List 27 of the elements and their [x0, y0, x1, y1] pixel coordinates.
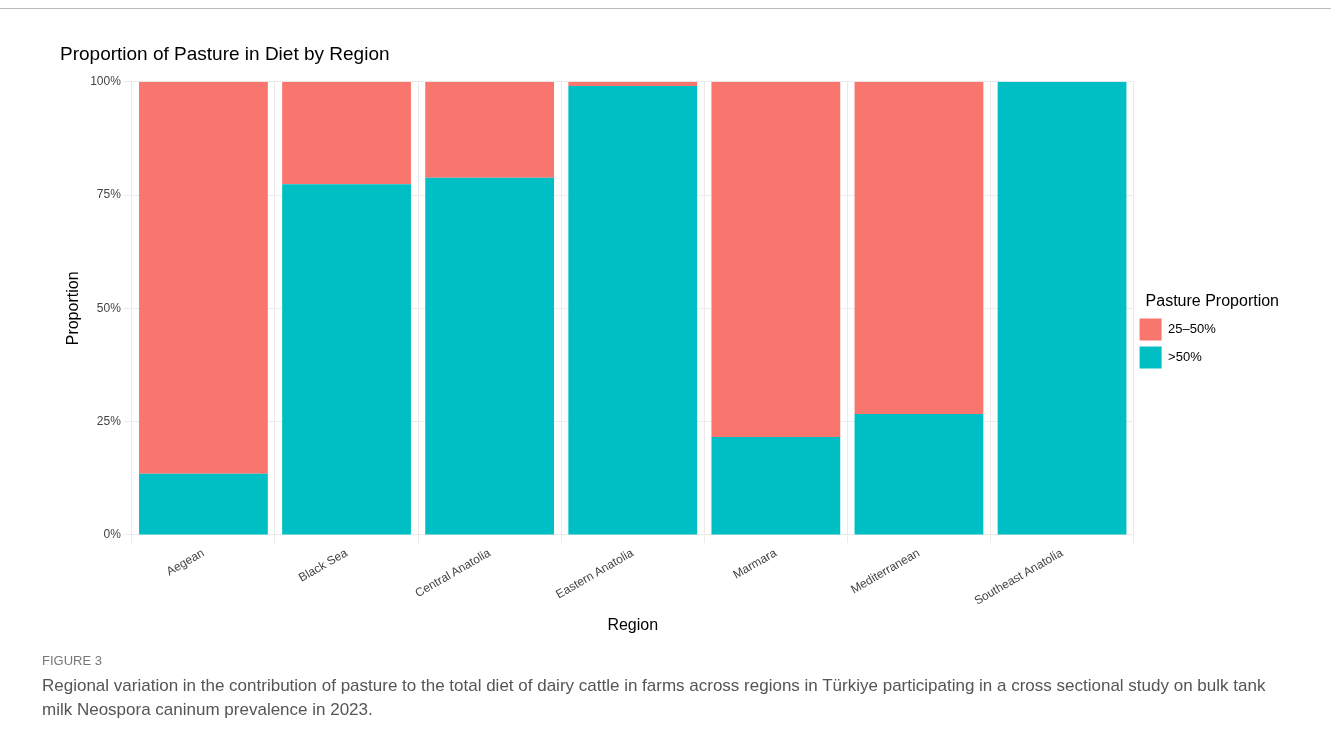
legend-label: >50%: [1168, 349, 1203, 365]
y-tick-label: 0%: [103, 527, 122, 542]
x-axis-title: Region: [607, 615, 659, 633]
y-tick-label: 25%: [96, 413, 122, 428]
bar: [139, 81, 268, 474]
chart-title: Proportion of Pasture in Diet by Region: [60, 42, 390, 64]
y-axis-title: Proportion: [64, 271, 82, 346]
y-tick-label: 100%: [90, 74, 122, 89]
bar: [425, 177, 555, 535]
bar: [568, 81, 698, 86]
bar: [568, 85, 698, 535]
bar: [282, 184, 411, 535]
text: Regional variation in the contribution of pasture to the total diet of dairy cattle in farms across regions in Türkiye participating in a cross sectional study on bulk tank milk Neospora caninum prevalence in 2023.: [42, 675, 1267, 721]
bar: [854, 81, 984, 414]
bar: [425, 81, 555, 178]
y-tick-label: 50%: [96, 300, 122, 315]
bar: [711, 437, 841, 535]
bar: [139, 473, 268, 535]
legend-title: Pasture Proportion: [1145, 291, 1279, 309]
bar: [711, 81, 841, 438]
bar: [854, 413, 984, 535]
bar: [282, 81, 411, 185]
x-tick-label: Black Sea: [295, 545, 350, 585]
y-tick-label: 75%: [96, 187, 122, 202]
caption: FIGURE 3: [42, 653, 103, 668]
legend-label: 25–50%: [1168, 321, 1217, 337]
bar: [997, 81, 1127, 535]
